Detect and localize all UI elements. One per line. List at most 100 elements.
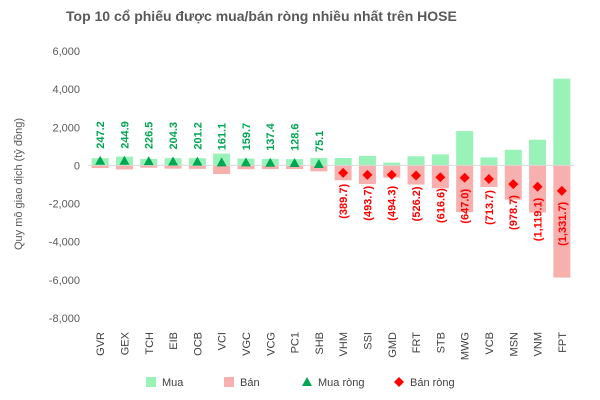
ban-rong-data-label: (616.6)	[435, 188, 447, 223]
ban-rong-data-label: (647.0)	[460, 188, 472, 223]
x-tick-label: EIB	[168, 332, 180, 350]
x-tick-label: FPT	[557, 332, 569, 353]
x-tick-label: SSI	[362, 332, 374, 350]
x-tick-label: TCH	[144, 332, 156, 355]
ban-bar	[310, 165, 328, 172]
ban-rong-marker	[459, 172, 470, 183]
x-tick-label: VCG	[265, 332, 277, 356]
mua-bar	[431, 154, 449, 166]
mua-bar	[358, 155, 376, 166]
legend-label: Bán	[240, 377, 260, 389]
ban-rong-marker	[483, 174, 494, 185]
mua-rong-data-label: 159.7	[241, 123, 253, 151]
ban-bar	[213, 165, 231, 175]
legend-label: Mua ròng	[318, 377, 364, 389]
mua-rong-data-label: 137.4	[265, 122, 277, 150]
legend-label: Bán ròng	[410, 377, 455, 389]
x-tick-label: VGC	[241, 332, 253, 356]
ban-rong-marker	[362, 169, 373, 180]
ban-bar	[115, 165, 133, 170]
mua-rong-marker	[265, 157, 276, 167]
mua-rong-data-label: 226.5	[144, 122, 156, 150]
ban-rong-marker	[386, 169, 397, 180]
ban-rong-marker	[411, 170, 422, 181]
x-tick-label: GEX	[119, 331, 131, 355]
mua-rong-data-label: 161.1	[217, 123, 229, 151]
ban-bar	[188, 165, 206, 169]
ban-rong-data-label: (389.7)	[338, 184, 350, 219]
mua-rong-data-label: 128.6	[290, 123, 302, 151]
y-tick-label: -8,000	[49, 313, 80, 325]
legend-swatch-ban	[224, 377, 234, 387]
data-labels: 247.2 244.9 226.5 204.3 201.2 161.1 159.7 137.4…	[95, 121, 569, 246]
x-tick-label: STB	[435, 332, 447, 353]
x-tick-label: VNM	[533, 332, 545, 356]
ban-bar	[91, 165, 109, 169]
y-axis-label-group: Quy mô giao dịch (tỷ đồng)	[13, 118, 25, 250]
ban-bar	[140, 165, 158, 168]
y-tick-label: -4,000	[49, 237, 80, 249]
mua-bar	[553, 78, 571, 166]
legend-swatch-mua	[146, 377, 156, 387]
mua-rong-data-label: 204.3	[168, 122, 180, 150]
mua-bar	[480, 157, 498, 166]
mua-rong-marker	[143, 156, 154, 166]
ban-bar	[164, 165, 182, 169]
ban-rong-marker	[556, 185, 567, 196]
ban-rong-data-label: (526.2)	[411, 186, 423, 221]
ban-bar	[286, 165, 304, 170]
x-tick-label: VCB	[484, 332, 496, 355]
ban-bar	[237, 165, 255, 170]
mua-rong-data-label: 75.1	[314, 131, 326, 152]
mua-rong-data-label: 247.2	[95, 121, 107, 149]
ban-rong-marker	[338, 167, 349, 178]
y-axis-label: Quy mô giao dịch (tỷ đồng)	[13, 118, 25, 250]
x-tick-label: MSN	[508, 332, 520, 357]
ban-rong-data-label: (713.7)	[484, 190, 496, 225]
ban-bar	[553, 165, 571, 278]
mua-rong-marker	[95, 155, 106, 165]
x-tick-label: MWG	[460, 332, 472, 360]
bars	[91, 78, 571, 278]
x-tick-label: OCB	[192, 332, 204, 356]
mua-rong-marker	[289, 157, 300, 167]
ban-rong-marker	[435, 172, 446, 183]
ban-rong-data-label: (978.7)	[508, 195, 520, 230]
legend-label: Mua	[162, 377, 184, 389]
x-tick-label: SHB	[314, 332, 326, 355]
mua-bar	[407, 156, 425, 166]
y-tick-label: -6,000	[49, 275, 80, 287]
mua-rong-marker	[168, 156, 179, 166]
x-tick-label: VCI	[217, 332, 229, 350]
mua-rong-marker	[313, 158, 324, 168]
x-tick-label: FRT	[411, 332, 423, 353]
x-tick-label: VHM	[338, 332, 350, 356]
mua-bar	[529, 139, 547, 166]
x-tick-label: GMD	[387, 332, 399, 358]
legend-marker-mua-rong	[302, 377, 312, 386]
x-tick-label: GVR	[95, 332, 107, 356]
ban-bar	[261, 165, 279, 170]
mua-rong-marker	[119, 155, 130, 165]
mua-bar	[334, 157, 352, 166]
mua-rong-data-label: 201.2	[192, 122, 204, 150]
mua-rong-marker	[240, 157, 251, 167]
mua-bar	[504, 149, 522, 166]
y-tick-labels: 6,000 4,000 2,000 0 -2,000 -4,000 -6,000 -8,000	[49, 46, 80, 325]
mua-bar	[383, 162, 401, 166]
chart-title: Top 10 cổ phiếu được mua/bán ròng nhiều …	[66, 8, 457, 24]
y-tick-label: 2,000	[52, 122, 80, 134]
y-tick-label: 0	[74, 160, 80, 172]
legend: Mua Bán Mua ròng Bán ròng	[146, 377, 455, 389]
ban-rong-marker	[508, 179, 519, 190]
ban-rong-data-label: (493.7)	[362, 186, 374, 221]
x-tick-labels: GVR GEX TCH EIB OCB VCI VGC VCG PC1 SHB VHM SSI GMD F…	[95, 331, 569, 360]
mua-rong-marker	[216, 157, 227, 167]
legend-marker-ban-rong	[394, 377, 404, 387]
ban-rong-data-label: (494.3)	[387, 186, 399, 221]
x-tick-label: PC1	[290, 332, 302, 353]
y-tick-label: -2,000	[49, 199, 80, 211]
mua-rong-data-label: 244.9	[119, 121, 131, 149]
ban-rong-marker	[532, 181, 543, 192]
